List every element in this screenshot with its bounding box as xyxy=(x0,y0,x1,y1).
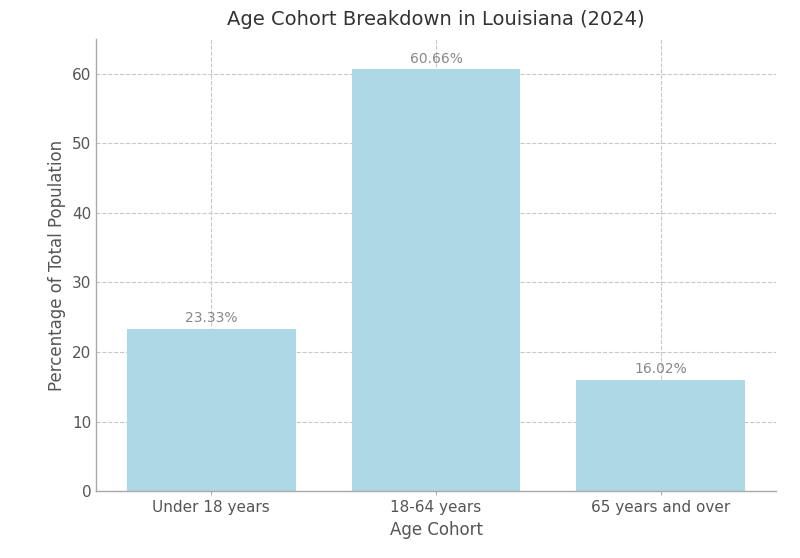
X-axis label: Age Cohort: Age Cohort xyxy=(390,521,482,538)
Bar xyxy=(352,69,520,491)
Bar xyxy=(577,379,745,491)
Bar xyxy=(127,329,295,491)
Y-axis label: Percentage of Total Population: Percentage of Total Population xyxy=(48,140,66,391)
Text: 60.66%: 60.66% xyxy=(410,52,462,66)
Text: 16.02%: 16.02% xyxy=(634,362,687,376)
Text: 23.33%: 23.33% xyxy=(185,311,238,325)
Title: Age Cohort Breakdown in Louisiana (2024): Age Cohort Breakdown in Louisiana (2024) xyxy=(227,10,645,29)
